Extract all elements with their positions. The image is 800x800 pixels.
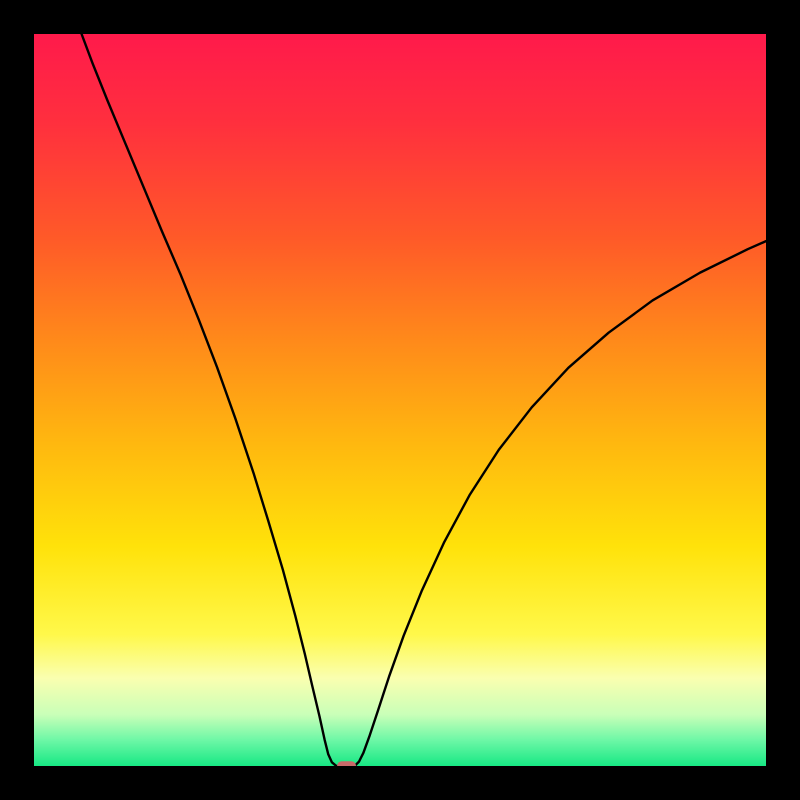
plot-background [34, 34, 766, 766]
chart-frame: TheBottleneck.com [0, 0, 800, 800]
bottleneck-curve-chart [0, 0, 800, 800]
